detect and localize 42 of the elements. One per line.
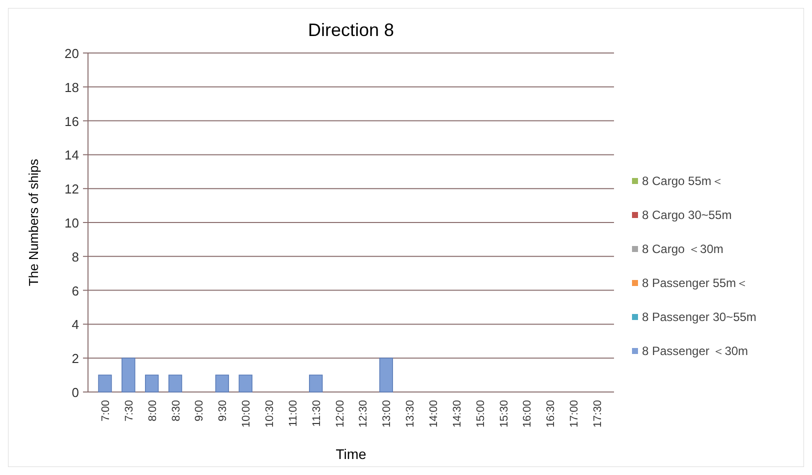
x-tick-label: 17:00 xyxy=(568,400,581,428)
x-tick-label: 11:30 xyxy=(310,400,323,427)
x-tick-label: 14:00 xyxy=(428,400,440,428)
y-tick-label: 2 xyxy=(72,351,79,366)
y-axis-title: The Numbers of ships xyxy=(26,158,41,286)
chart-title: Direction 8 xyxy=(308,20,394,40)
y-tick-label: 12 xyxy=(64,182,79,197)
x-tick-label: 15:30 xyxy=(498,400,510,428)
x-tick-label: 12:00 xyxy=(334,400,346,428)
legend-label: 8 Cargo 55m＜ xyxy=(642,174,724,188)
legend-label: 8 Cargo 30~55m xyxy=(642,208,732,222)
x-tick-label: 9:00 xyxy=(194,400,206,422)
x-tick-label: 8:30 xyxy=(170,400,182,422)
x-tick-label: 13:00 xyxy=(381,400,394,428)
legend-label: 8 Passenger 55m＜ xyxy=(642,276,748,290)
x-tick-label: 9:30 xyxy=(217,400,230,422)
x-tick-label: 16:30 xyxy=(545,400,558,428)
y-tick-label: 16 xyxy=(64,114,79,129)
y-tick-label: 0 xyxy=(72,385,79,400)
y-tick-label: 6 xyxy=(72,283,79,298)
x-tick-label: 12:30 xyxy=(358,400,370,428)
x-tick-label: 15:00 xyxy=(474,400,487,428)
x-tick-label: 17:30 xyxy=(592,400,604,428)
legend-label: 8 Passenger ＜30m xyxy=(642,344,748,358)
y-tick-label: 14 xyxy=(64,148,79,163)
y-tick-label: 4 xyxy=(72,317,79,332)
x-tick-label: 13:30 xyxy=(404,400,417,428)
x-tick-label: 7:30 xyxy=(123,400,136,422)
legend-label: 8 Passenger 30~55m xyxy=(642,310,756,324)
x-tick-label: 8:00 xyxy=(146,400,159,422)
y-tick-label: 20 xyxy=(64,46,79,61)
x-tick-label: 10:00 xyxy=(240,400,253,428)
legend-label: 8 Cargo ＜30m xyxy=(642,242,724,256)
y-tick-label: 8 xyxy=(72,249,79,264)
x-tick-label: 11:00 xyxy=(287,400,300,427)
x-tick-label: 10:30 xyxy=(264,400,276,428)
x-tick-label: 16:00 xyxy=(522,400,534,428)
y-tick-label: 18 xyxy=(64,80,79,95)
x-tick-label: 7:00 xyxy=(100,400,112,422)
y-tick-label: 10 xyxy=(64,216,79,230)
x-axis-title: Time xyxy=(336,446,367,462)
x-tick-label: 14:30 xyxy=(451,400,464,428)
